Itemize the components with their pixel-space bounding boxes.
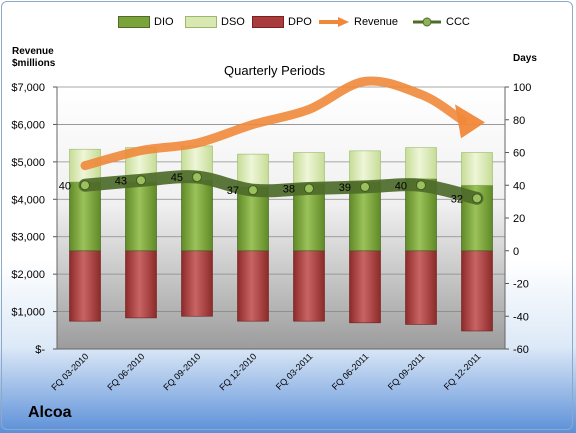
- left-tick-label: $6,000: [11, 119, 45, 131]
- right-tick-label: 0: [513, 246, 519, 258]
- left-tick-label: $3,000: [11, 232, 45, 244]
- legend-item-dso: DSO: [185, 14, 245, 30]
- right-tick-label: 60: [513, 148, 525, 160]
- bar-dso: [405, 147, 437, 179]
- bar-dpo: [405, 250, 437, 325]
- bar-dpo: [237, 250, 269, 322]
- bar-dso: [293, 152, 325, 184]
- bar-dpo: [181, 250, 213, 317]
- legend-item-dpo: DPO: [252, 14, 312, 30]
- left-axis-title-line2: $millions: [12, 58, 56, 69]
- left-tick-label: $5,000: [11, 157, 45, 169]
- bar-dpo: [69, 250, 101, 322]
- left-axis-title: Revenue $millions: [12, 46, 55, 70]
- revenue-line: [80, 76, 468, 171]
- ccc-marker: [472, 193, 482, 204]
- legend-arrow-icon: [319, 17, 349, 27]
- bar-dso: [461, 152, 493, 186]
- left-tick-label: $4,000: [11, 194, 45, 206]
- ccc-value-label: 37: [227, 185, 239, 197]
- ccc-marker: [248, 185, 258, 196]
- right-tick-label: 20: [513, 213, 525, 225]
- ccc-marker: [192, 172, 202, 183]
- left-tick-label: $-: [35, 344, 45, 356]
- left-tick-label: $2,000: [11, 269, 45, 281]
- legend-item-dio: DIO: [118, 14, 174, 30]
- ccc-marker: [136, 175, 146, 186]
- bar-dso: [349, 150, 381, 183]
- legend-swatch-dpo: [252, 16, 284, 28]
- ccc-marker: [304, 183, 314, 194]
- legend-label-ccc: CCC: [446, 16, 470, 28]
- bar-dpo: [293, 250, 325, 322]
- bar-dpo: [349, 250, 381, 324]
- company-name: Alcoa: [28, 404, 72, 421]
- right-tick-label: -40: [513, 311, 529, 323]
- legend-label-dpo: DPO: [288, 16, 312, 28]
- bar-dio: [181, 180, 213, 252]
- right-tick-label: 80: [513, 115, 525, 127]
- ccc-value-label: 40: [59, 180, 71, 192]
- right-tick-label: -20: [513, 279, 529, 291]
- bar-dio: [237, 186, 269, 252]
- legend-label-dso: DSO: [221, 16, 245, 28]
- ccc-marker: [416, 180, 426, 191]
- bar-dio: [69, 181, 101, 252]
- left-tick-label: $7,000: [11, 82, 45, 94]
- ccc-value-label: 32: [451, 193, 463, 205]
- x-tick-label: FQ 03-2011: [274, 351, 315, 392]
- ccc-marker: [80, 180, 90, 191]
- legend-label-dio: DIO: [154, 16, 174, 28]
- legend-swatch-dso: [185, 16, 217, 28]
- chart-title: Quarterly Periods: [224, 63, 326, 78]
- legend-label-revenue: Revenue: [354, 16, 399, 28]
- x-tick-label: FQ 06-2011: [330, 351, 371, 392]
- bar-dpo: [461, 250, 493, 332]
- x-tick-label: FQ 12-2011: [442, 351, 483, 392]
- x-tick-label: FQ 09-2011: [386, 351, 427, 392]
- ccc-marker: [360, 181, 370, 192]
- x-tick-label: FQ 12-2010: [217, 351, 258, 392]
- ccc-value-label: 39: [339, 182, 351, 194]
- legend-item-ccc: CCC: [412, 14, 470, 30]
- right-tick-label: 40: [513, 180, 525, 192]
- ccc-value-label: 45: [171, 172, 183, 184]
- legend-item-revenue: Revenue: [318, 14, 398, 30]
- left-tick-label: $1,000: [11, 307, 45, 319]
- right-tick-label: -60: [513, 344, 529, 356]
- plot-area: [57, 87, 505, 349]
- ccc-value-label: 38: [283, 184, 295, 196]
- ccc-value-label: 40: [395, 180, 407, 192]
- x-tick-label: FQ 06-2010: [105, 351, 146, 392]
- x-tick-label: FQ 09-2010: [161, 351, 202, 392]
- legend-marker-icon: [413, 17, 441, 27]
- right-axis-title: Days: [513, 53, 537, 64]
- revenue-arrowhead: [455, 104, 485, 139]
- right-tick-label: 100: [513, 82, 531, 94]
- left-axis-title-line1: Revenue: [12, 46, 54, 57]
- bar-dpo: [125, 250, 157, 319]
- ccc-value-label: 43: [115, 175, 127, 187]
- x-tick-label: FQ 03-2010: [49, 351, 90, 392]
- bar-dio: [125, 181, 157, 252]
- legend-swatch-dio: [118, 16, 150, 28]
